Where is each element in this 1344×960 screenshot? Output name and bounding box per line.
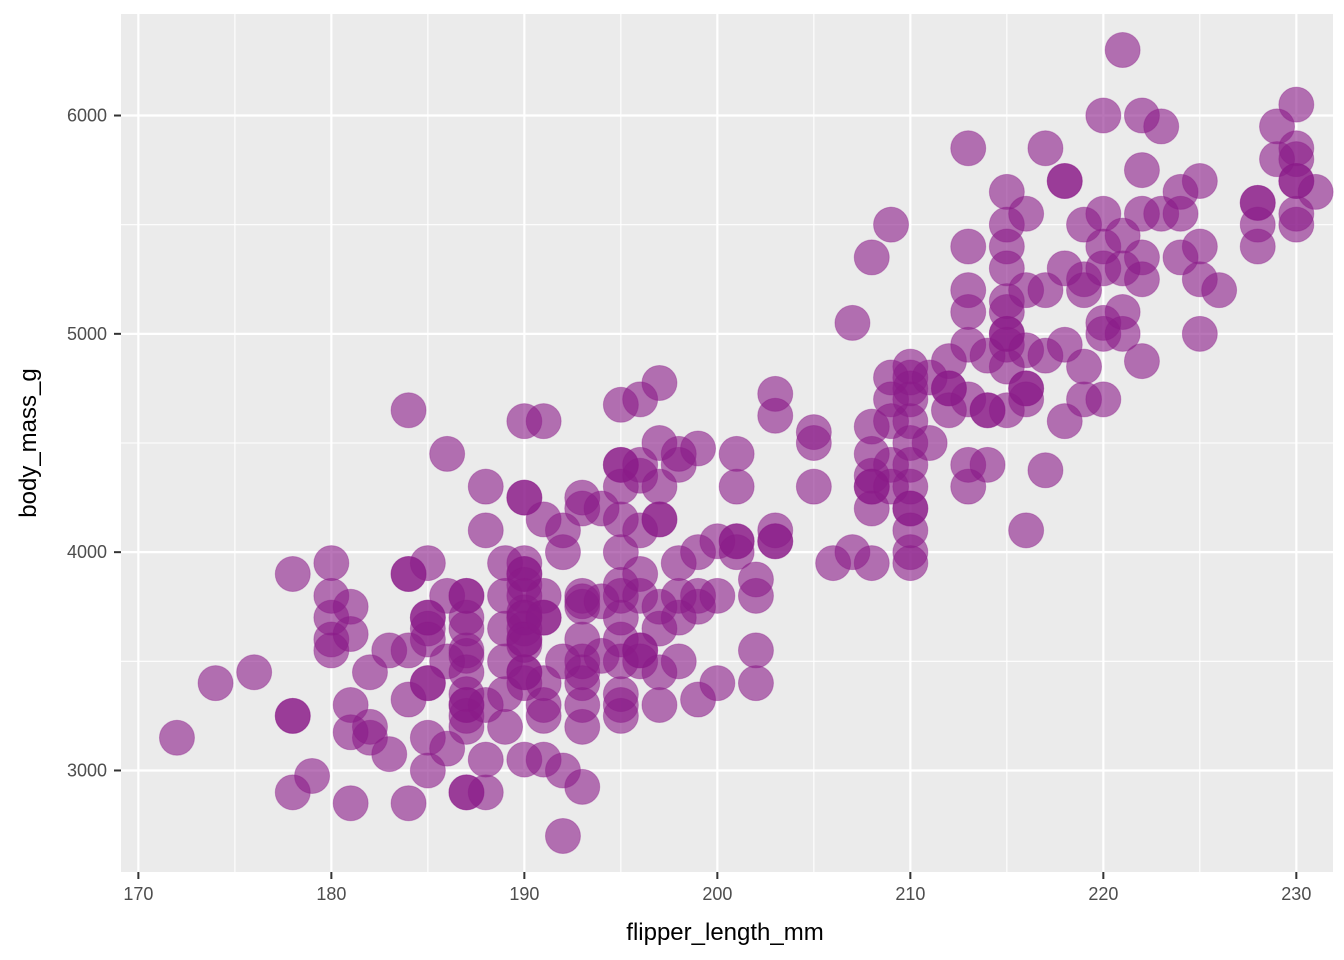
data-point bbox=[332, 785, 369, 822]
data-point bbox=[197, 665, 234, 702]
data-point bbox=[1008, 381, 1045, 418]
data-point bbox=[1104, 32, 1141, 69]
data-point bbox=[390, 392, 427, 429]
data-point bbox=[873, 206, 910, 243]
data-point bbox=[1181, 228, 1218, 265]
data-point bbox=[853, 239, 890, 276]
data-point bbox=[950, 228, 987, 265]
data-point bbox=[487, 708, 524, 745]
data-point bbox=[274, 555, 311, 592]
data-point bbox=[1123, 343, 1160, 380]
x-tick-label: 200 bbox=[702, 884, 732, 904]
data-point bbox=[1104, 315, 1141, 352]
data-point bbox=[1162, 195, 1199, 232]
data-point bbox=[1046, 163, 1083, 200]
data-point bbox=[718, 435, 755, 472]
data-points bbox=[158, 32, 1334, 854]
data-point bbox=[1297, 173, 1334, 210]
data-point bbox=[950, 130, 987, 167]
data-point bbox=[602, 697, 639, 734]
data-point bbox=[641, 364, 678, 401]
y-tick-label: 6000 bbox=[67, 106, 107, 126]
data-point bbox=[1085, 381, 1122, 418]
data-point bbox=[834, 304, 871, 341]
data-point bbox=[853, 545, 890, 582]
data-point bbox=[699, 665, 736, 702]
data-point bbox=[718, 468, 755, 505]
data-point bbox=[294, 757, 331, 794]
y-tick-label: 4000 bbox=[67, 542, 107, 562]
data-point bbox=[564, 768, 601, 805]
data-point bbox=[737, 632, 774, 669]
data-point bbox=[1201, 272, 1238, 309]
data-point bbox=[1066, 348, 1103, 385]
data-point bbox=[757, 397, 794, 434]
data-point bbox=[236, 654, 273, 691]
data-point bbox=[969, 446, 1006, 483]
data-point bbox=[641, 686, 678, 723]
data-point bbox=[429, 435, 466, 472]
data-point bbox=[699, 577, 736, 614]
data-point bbox=[1278, 206, 1315, 243]
data-point bbox=[409, 545, 446, 582]
data-point bbox=[1123, 152, 1160, 189]
x-tick-label: 210 bbox=[895, 884, 925, 904]
data-point bbox=[467, 468, 504, 505]
x-axis-title: flipper_length_mm bbox=[626, 919, 823, 946]
x-tick-label: 190 bbox=[509, 884, 539, 904]
x-tick-label: 220 bbox=[1088, 884, 1118, 904]
x-tick-label: 170 bbox=[123, 884, 153, 904]
data-point bbox=[757, 523, 794, 560]
data-point bbox=[390, 785, 427, 822]
data-point bbox=[1239, 228, 1276, 265]
data-point bbox=[795, 425, 832, 461]
data-point bbox=[544, 817, 581, 854]
x-tick-label: 230 bbox=[1281, 884, 1311, 904]
data-point bbox=[795, 468, 832, 505]
data-point bbox=[892, 545, 929, 582]
data-point bbox=[1181, 163, 1218, 200]
data-point bbox=[737, 665, 774, 702]
data-point bbox=[274, 697, 311, 734]
data-point bbox=[467, 774, 504, 811]
data-point bbox=[544, 534, 581, 571]
x-axis: 170 180 190 200 210 220 230 bbox=[123, 872, 1311, 904]
data-point bbox=[1027, 130, 1064, 167]
data-point bbox=[1123, 261, 1160, 298]
data-point bbox=[525, 697, 562, 734]
data-point bbox=[737, 577, 774, 614]
data-point bbox=[641, 501, 678, 538]
y-tick-label: 3000 bbox=[67, 760, 107, 780]
data-point bbox=[525, 403, 562, 440]
data-point bbox=[158, 719, 195, 756]
data-point bbox=[1008, 512, 1045, 549]
data-point bbox=[525, 599, 562, 636]
data-point bbox=[467, 512, 504, 549]
data-point bbox=[1008, 195, 1045, 232]
data-point bbox=[1143, 108, 1180, 145]
y-axis: 3000 4000 5000 6000 bbox=[67, 106, 121, 780]
y-axis-title: body_mass_g bbox=[15, 368, 42, 517]
data-point bbox=[313, 545, 350, 582]
data-point bbox=[1085, 97, 1122, 134]
data-point bbox=[371, 736, 408, 773]
data-point bbox=[1027, 452, 1064, 489]
data-point bbox=[718, 534, 755, 571]
data-point bbox=[351, 708, 388, 745]
data-point bbox=[680, 430, 717, 467]
y-tick-label: 5000 bbox=[67, 324, 107, 344]
data-point bbox=[1278, 86, 1315, 123]
data-point bbox=[467, 741, 504, 778]
data-point bbox=[1181, 315, 1218, 352]
data-point bbox=[950, 294, 987, 331]
data-point bbox=[332, 616, 369, 653]
data-point bbox=[660, 643, 697, 680]
data-point bbox=[564, 708, 601, 745]
data-point bbox=[911, 425, 948, 461]
x-tick-label: 180 bbox=[316, 884, 346, 904]
